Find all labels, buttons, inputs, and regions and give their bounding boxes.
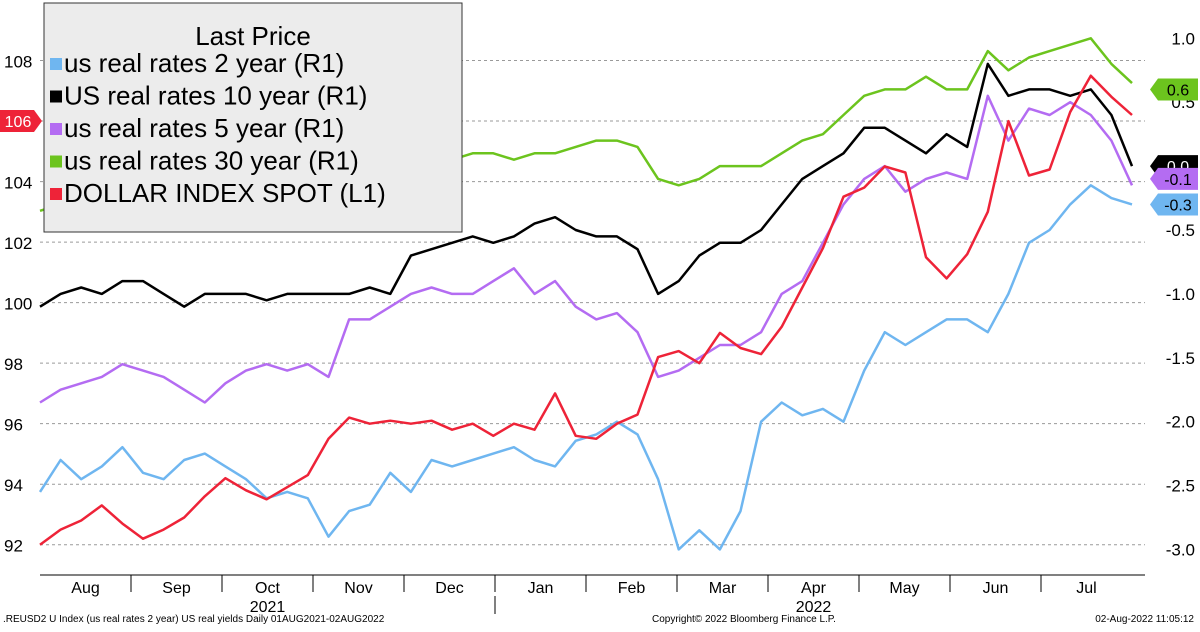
month-label: Mar [709, 580, 737, 597]
legend-swatch [50, 123, 62, 135]
last-price-tag [0, 110, 42, 133]
right-tick-label: 1.0 [1171, 29, 1195, 48]
last-price-tag-label: 0.6 [1167, 82, 1189, 99]
right-tick-label: -1.5 [1166, 349, 1195, 368]
month-label: Feb [618, 580, 646, 597]
legend-label: us real rates 5 year (R1) [64, 113, 344, 143]
left-tick-label: 102 [4, 234, 32, 253]
year-label: 2022 [796, 599, 832, 616]
legend-title: Last Price [195, 21, 311, 51]
series-line [39, 74, 1133, 546]
legend-label: DOLLAR INDEX SPOT (L1) [64, 178, 386, 208]
left-tick-label: 98 [4, 355, 23, 374]
month-label: Apr [801, 580, 827, 597]
right-tick-label: -2.0 [1166, 413, 1195, 432]
month-label: Jul [1076, 580, 1096, 597]
month-label: Jun [983, 580, 1009, 597]
year-label: 2021 [250, 599, 286, 616]
month-label: Jan [528, 580, 554, 597]
legend-swatch [50, 58, 62, 70]
right-tick-label: -2.5 [1166, 477, 1195, 496]
legend: Last Price us real rates 2 year (R1)US r… [43, 2, 463, 233]
series-line [39, 94, 1134, 404]
last-price-tag [1150, 167, 1198, 190]
left-tick-label: 94 [4, 476, 23, 495]
legend-label: us real rates 30 year (R1) [64, 146, 359, 176]
left-tick-label: 96 [4, 416, 23, 435]
legend-box [43, 2, 463, 233]
right-axis: 1.00.50.0-0.5-1.0-1.5-2.0-2.5-3.0 [1166, 29, 1195, 559]
month-label: Dec [435, 580, 463, 597]
footer-timestamp: 02-Aug-2022 11:05:12 [1095, 614, 1194, 625]
x-axis: Aug Sep Oct Nov Dec Jan Feb Mar Apr May Jun Jul 2021… [71, 575, 1097, 616]
last-price-tag [1150, 78, 1198, 101]
footer-source: .REUSD2 U Index (us real rates 2 year) U… [3, 614, 385, 625]
legend-swatch [50, 90, 62, 103]
month-label: Sep [162, 580, 191, 597]
series-line [39, 62, 1134, 308]
legend-label: us real rates 2 year (R1) [64, 48, 344, 78]
left-tick-label: 92 [4, 537, 23, 556]
gridlines [40, 60, 1145, 546]
right-tick-label: -1.0 [1166, 285, 1195, 304]
left-tick-label: 108 [4, 53, 32, 72]
legend-label: US real rates 10 year (R1) [64, 81, 367, 111]
left-tick-label: 100 [4, 295, 32, 314]
right-tick-label: -0.5 [1166, 221, 1195, 240]
last-price-tag [1150, 193, 1198, 216]
legend-swatch [50, 188, 62, 200]
month-label: Nov [344, 580, 372, 597]
month-label: Aug [71, 580, 99, 597]
footer-copyright: Copyright© 2022 Bloomberg Finance L.P. [652, 614, 836, 625]
left-tick-label: 104 [4, 174, 32, 193]
legend-swatch [50, 155, 62, 168]
month-label: May [889, 580, 919, 597]
right-tick-label: -3.0 [1166, 540, 1195, 559]
last-price-tag-label: 106 [5, 114, 32, 131]
last-price-tag-label: -0.1 [1164, 172, 1192, 189]
month-label: Oct [255, 580, 280, 597]
left-axis: 92 94 96 98 100 102 104 106 108 [4, 53, 32, 556]
last-price-tag-label: -0.3 [1164, 197, 1192, 214]
